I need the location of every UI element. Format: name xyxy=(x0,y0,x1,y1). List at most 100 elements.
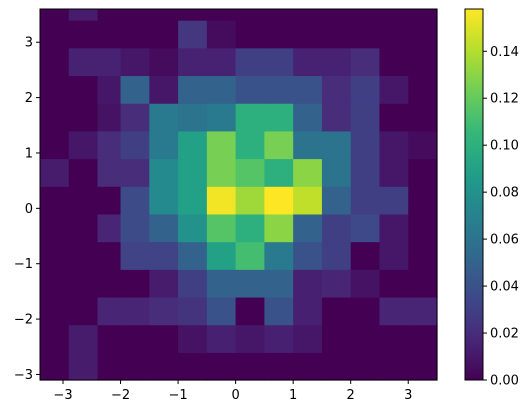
heatmap-cell xyxy=(264,186,294,215)
heatmap-cell xyxy=(149,75,179,104)
heatmap-cell xyxy=(321,352,352,381)
heatmap-cell xyxy=(350,324,381,353)
heatmap-cell xyxy=(120,20,150,49)
heatmap-cell xyxy=(120,47,150,77)
heatmap-cell xyxy=(120,75,150,104)
heatmap-cell xyxy=(293,352,323,381)
heatmap-cell xyxy=(235,20,265,49)
heatmap-cell xyxy=(40,213,70,243)
heatmap-cell xyxy=(293,20,323,49)
heatmap-cell xyxy=(149,324,179,353)
y-tick-label: 1 xyxy=(25,146,33,161)
heatmap-cell xyxy=(97,241,122,270)
heatmap-cell xyxy=(97,269,122,298)
heatmap-cell xyxy=(293,103,323,132)
heatmap-cell xyxy=(264,269,294,298)
heatmap-cell xyxy=(40,296,70,326)
heatmap-cell xyxy=(235,9,265,21)
colorbar-tick-label: 0.08 xyxy=(490,186,519,201)
heatmap-cell xyxy=(40,75,70,104)
heatmap-cell xyxy=(206,9,237,21)
heatmap-cell xyxy=(293,130,323,160)
heatmap-cell xyxy=(178,324,208,353)
y-tick-label: −1 xyxy=(14,257,33,272)
colorbar xyxy=(464,8,484,381)
y-tick-label: −2 xyxy=(14,313,33,328)
heatmap-cell xyxy=(120,186,150,215)
heatmap-cell xyxy=(40,47,70,77)
heatmap-cell xyxy=(235,103,265,132)
heatmap-cell xyxy=(379,213,409,243)
heatmap-cell xyxy=(379,352,409,381)
heatmap-cell xyxy=(264,9,294,21)
heatmap-cell xyxy=(264,20,294,49)
heatmap-cell xyxy=(120,296,150,326)
heatmap-cell xyxy=(68,241,99,270)
heatmap-cell xyxy=(321,103,352,132)
heatmap-cell xyxy=(408,9,438,21)
heatmap-cell xyxy=(350,186,381,215)
heatmap-cell xyxy=(206,296,237,326)
heatmap-cell xyxy=(149,158,179,187)
heatmap-cell xyxy=(178,269,208,298)
heatmap-cell xyxy=(264,241,294,270)
heatmap-cell xyxy=(40,186,70,215)
heatmap-cell xyxy=(68,296,99,326)
heatmap-cell xyxy=(350,241,381,270)
heatmap-cell xyxy=(178,352,208,381)
heatmap-cell xyxy=(149,47,179,77)
heatmap-cell xyxy=(149,296,179,326)
heatmap-cell xyxy=(97,75,122,104)
heatmap-cell xyxy=(178,103,208,132)
heatmap-cell xyxy=(379,241,409,270)
heatmap-cell xyxy=(68,352,99,381)
heatmap-cell xyxy=(235,158,265,187)
colorbar-tick-label: 0.12 xyxy=(490,92,519,107)
colorbar-tick-label: 0.14 xyxy=(490,45,519,60)
heatmap-cell xyxy=(178,296,208,326)
heatmap-cell xyxy=(264,158,294,187)
heatmap-cell xyxy=(321,324,352,353)
heatmap-cell xyxy=(235,47,265,77)
heatmap-cell xyxy=(235,352,265,381)
heatmap-cell xyxy=(40,130,70,160)
heatmap-cell xyxy=(350,213,381,243)
heatmap-cell xyxy=(235,130,265,160)
heatmap-cell xyxy=(206,213,237,243)
heatmap-cell xyxy=(379,186,409,215)
heatmap-cell xyxy=(321,20,352,49)
heatmap-cell xyxy=(350,352,381,381)
x-tick-label: −2 xyxy=(111,388,130,403)
heatmap-cell xyxy=(97,186,122,215)
x-axis: −3 −2 −1 0 1 2 3 xyxy=(53,380,412,403)
x-tick-label: 2 xyxy=(347,388,355,403)
heatmap-cell xyxy=(350,130,381,160)
heatmap-cell xyxy=(321,47,352,77)
heatmap-cell xyxy=(178,20,208,49)
heatmap-cell xyxy=(97,103,122,132)
colorbar-tick-label: 0.00 xyxy=(490,374,519,389)
heatmap-cell xyxy=(321,75,352,104)
heatmap-cell xyxy=(408,241,438,270)
heatmap-cell xyxy=(178,241,208,270)
heatmap-cell xyxy=(68,186,99,215)
heatmap-cells xyxy=(40,9,438,381)
heatmap-cell xyxy=(206,269,237,298)
heatmap-cell xyxy=(408,352,438,381)
heatmap-cell xyxy=(321,186,352,215)
heatmap-cell xyxy=(264,130,294,160)
heatmap-cell xyxy=(379,9,409,21)
heatmap-cell xyxy=(408,47,438,77)
colorbar-tick-label: 0.02 xyxy=(490,327,519,342)
heatmap-cell xyxy=(149,20,179,49)
heatmap-cell xyxy=(206,324,237,353)
colorbar-tick-label: 0.04 xyxy=(490,280,519,295)
heatmap-cell xyxy=(206,158,237,187)
heatmap-cell xyxy=(293,241,323,270)
heatmap-cell xyxy=(149,269,179,298)
heatmap-cell xyxy=(149,9,179,21)
x-tick-label: 3 xyxy=(404,388,412,403)
colorbar-tick-label: 0.10 xyxy=(490,139,519,154)
colorbar-tick-label: 0.06 xyxy=(490,233,519,248)
y-axis: −3 −2 −1 0 1 2 3 xyxy=(14,36,40,383)
